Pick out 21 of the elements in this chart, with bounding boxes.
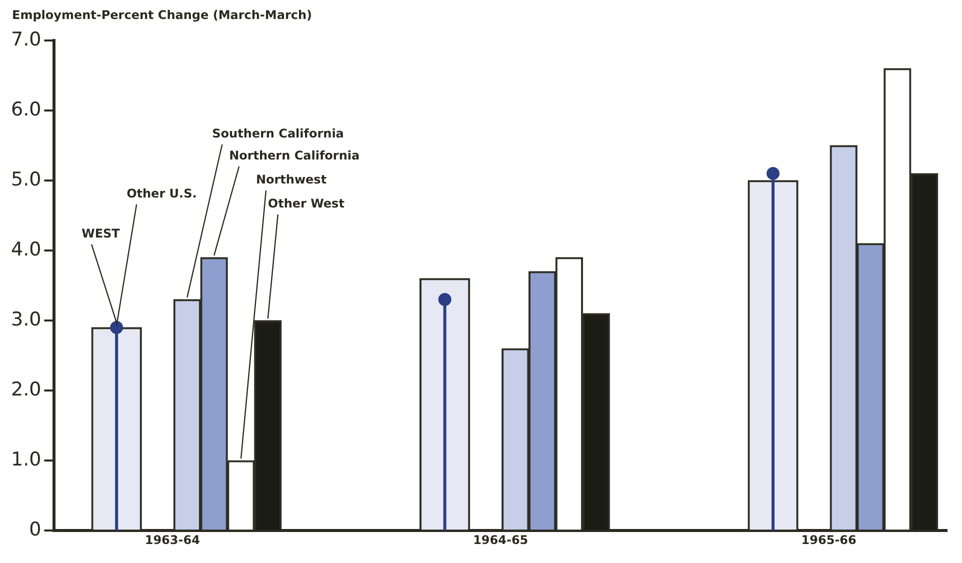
x-tick-label: 1965-66 [801,532,856,547]
y-tick-label: 2.0 [11,378,42,400]
text: Northwest [256,172,327,187]
y-axis-title: Employment-Percent Change (March-March) [11,8,314,24]
text: Southern California [212,126,344,141]
text: WEST [82,226,121,241]
y-tick-label: 0 [29,518,42,541]
point [766,166,780,180]
y-tick-label: 4.0 [11,238,42,260]
y-tick-label: 3.0 [11,308,42,330]
text: Northern California [229,148,360,163]
y-tick-label: 5.0 [11,168,42,190]
y-tick-label: 1.0 [11,448,42,471]
y-tick-label: 6.0 [11,98,42,120]
point [110,321,124,334]
x-tick-label: 1964-65 [473,532,528,547]
text: Other U.S. [126,186,197,201]
text: Other West [268,196,345,211]
point [438,293,452,306]
x-tick-label: 1963-64 [144,532,200,547]
y-tick-label: 7.0 [11,28,42,50]
